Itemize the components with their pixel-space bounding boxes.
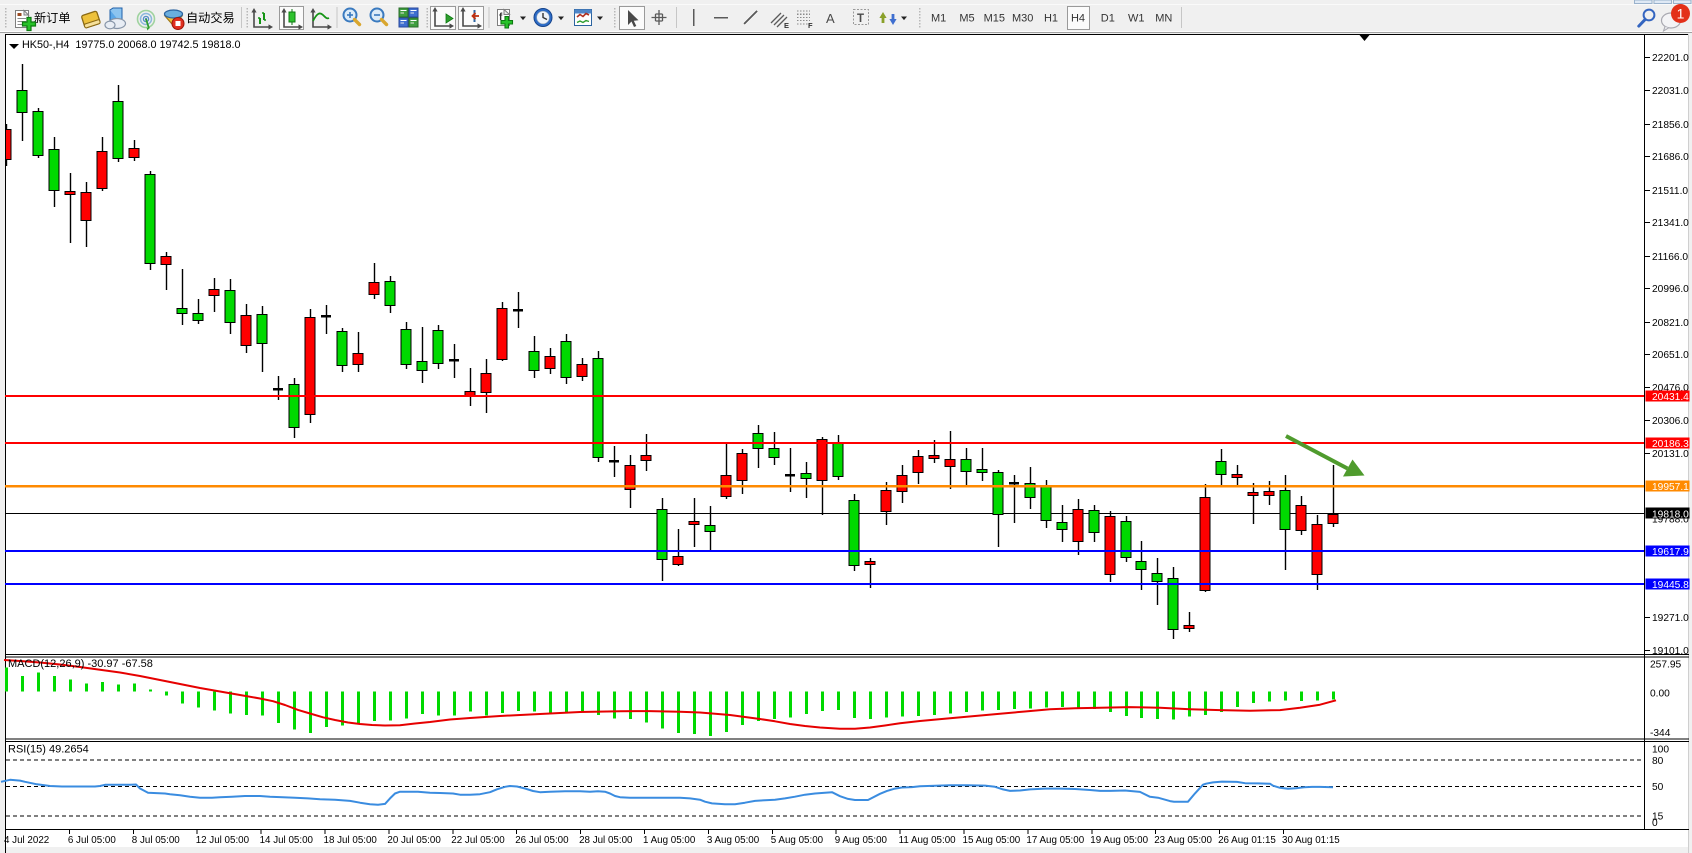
svg-text:20186.3: 20186.3 <box>1652 439 1689 450</box>
svg-text:MACD(12,26,9) -30.97 -67.58: MACD(12,26,9) -30.97 -67.58 <box>8 658 153 670</box>
svg-text:15 Aug 05:00: 15 Aug 05:00 <box>963 835 1021 846</box>
svg-text:4 Jul 2022: 4 Jul 2022 <box>4 835 49 846</box>
svg-text:15: 15 <box>1652 812 1664 823</box>
svg-text:22031.0: 22031.0 <box>1652 86 1689 97</box>
svg-text:1 Aug 05:00: 1 Aug 05:00 <box>643 835 696 846</box>
svg-text:9 Aug 05:00: 9 Aug 05:00 <box>835 835 888 846</box>
svg-text:MN: MN <box>1155 13 1172 25</box>
svg-text:19957.1: 19957.1 <box>1652 482 1689 493</box>
svg-text:19818.0: 19818.0 <box>1652 510 1689 521</box>
svg-text:20431.4: 20431.4 <box>1652 392 1689 403</box>
svg-text:M30: M30 <box>1012 13 1033 25</box>
svg-text:21856.0: 21856.0 <box>1652 120 1689 131</box>
svg-text:18 Jul 05:00: 18 Jul 05:00 <box>324 835 378 846</box>
svg-text:50: 50 <box>1652 782 1664 793</box>
svg-text:1: 1 <box>1677 5 1685 21</box>
svg-text:M5: M5 <box>959 13 974 25</box>
svg-text:100: 100 <box>1652 745 1669 756</box>
svg-text:D1: D1 <box>1101 13 1115 25</box>
svg-text:257.95: 257.95 <box>1650 660 1681 671</box>
svg-text:19101.0: 19101.0 <box>1652 646 1689 657</box>
svg-text:3 Aug 05:00: 3 Aug 05:00 <box>707 835 760 846</box>
svg-text:21341.0: 21341.0 <box>1652 218 1689 229</box>
svg-text:28 Jul 05:00: 28 Jul 05:00 <box>579 835 633 846</box>
svg-text:20996.0: 20996.0 <box>1652 284 1689 295</box>
svg-text:0.00: 0.00 <box>1650 689 1670 700</box>
svg-text:W1: W1 <box>1128 13 1145 25</box>
svg-text:19445.8: 19445.8 <box>1652 580 1689 591</box>
svg-text:新订单: 新订单 <box>34 10 71 25</box>
svg-text:A: A <box>826 11 835 26</box>
svg-text:8 Jul 05:00: 8 Jul 05:00 <box>132 835 180 846</box>
svg-text:-344: -344 <box>1650 728 1671 739</box>
svg-text:M1: M1 <box>931 13 946 25</box>
svg-text:E: E <box>784 21 789 30</box>
svg-text:26 Aug 01:15: 26 Aug 01:15 <box>1218 835 1276 846</box>
svg-text:20131.0: 20131.0 <box>1652 449 1689 460</box>
svg-text:23 Aug 05:00: 23 Aug 05:00 <box>1154 835 1212 846</box>
svg-text:20 Jul 05:00: 20 Jul 05:00 <box>387 835 441 846</box>
svg-text:f: f <box>499 12 503 23</box>
svg-text:80: 80 <box>1652 756 1664 767</box>
svg-text:自动交易: 自动交易 <box>186 10 235 25</box>
svg-text:30 Aug 01:15: 30 Aug 01:15 <box>1282 835 1340 846</box>
svg-text:20821.0: 20821.0 <box>1652 318 1689 329</box>
svg-text:5 Aug 05:00: 5 Aug 05:00 <box>771 835 824 846</box>
svg-text:M15: M15 <box>984 13 1005 25</box>
svg-text:26 Jul 05:00: 26 Jul 05:00 <box>515 835 569 846</box>
svg-text:22 Jul 05:00: 22 Jul 05:00 <box>451 835 505 846</box>
svg-text:19 Aug 05:00: 19 Aug 05:00 <box>1090 835 1148 846</box>
svg-text:11 Aug 05:00: 11 Aug 05:00 <box>899 835 957 846</box>
svg-text:12 Jul 05:00: 12 Jul 05:00 <box>196 835 250 846</box>
svg-text:19788.0: 19788.0 <box>1652 515 1689 526</box>
svg-text:22201.0: 22201.0 <box>1652 53 1689 64</box>
svg-text:19271.0: 19271.0 <box>1652 613 1689 624</box>
svg-text:19617.9: 19617.9 <box>1652 547 1689 558</box>
svg-text:RSI(15) 49.2654: RSI(15) 49.2654 <box>8 744 89 756</box>
svg-text:21511.0: 21511.0 <box>1652 186 1688 197</box>
svg-text:H1: H1 <box>1044 13 1058 25</box>
svg-text:HK50-,H4 19775.0 20068.0 1974: HK50-,H4 19775.0 20068.0 19742.5 19818.0 <box>22 39 241 51</box>
svg-text:T: T <box>857 13 864 25</box>
svg-text:0: 0 <box>1652 818 1658 829</box>
svg-text:6 Jul 05:00: 6 Jul 05:00 <box>68 835 116 846</box>
svg-text:17 Aug 05:00: 17 Aug 05:00 <box>1026 835 1084 846</box>
svg-text:20476.0: 20476.0 <box>1652 383 1689 394</box>
svg-text:20306.0: 20306.0 <box>1652 416 1689 427</box>
svg-text:21166.0: 21166.0 <box>1652 252 1688 263</box>
svg-text:20651.0: 20651.0 <box>1652 350 1689 361</box>
svg-text:14 Jul 05:00: 14 Jul 05:00 <box>260 835 314 846</box>
svg-text:F: F <box>808 21 813 30</box>
svg-text:H4: H4 <box>1071 13 1085 25</box>
svg-text:21686.0: 21686.0 <box>1652 152 1689 163</box>
